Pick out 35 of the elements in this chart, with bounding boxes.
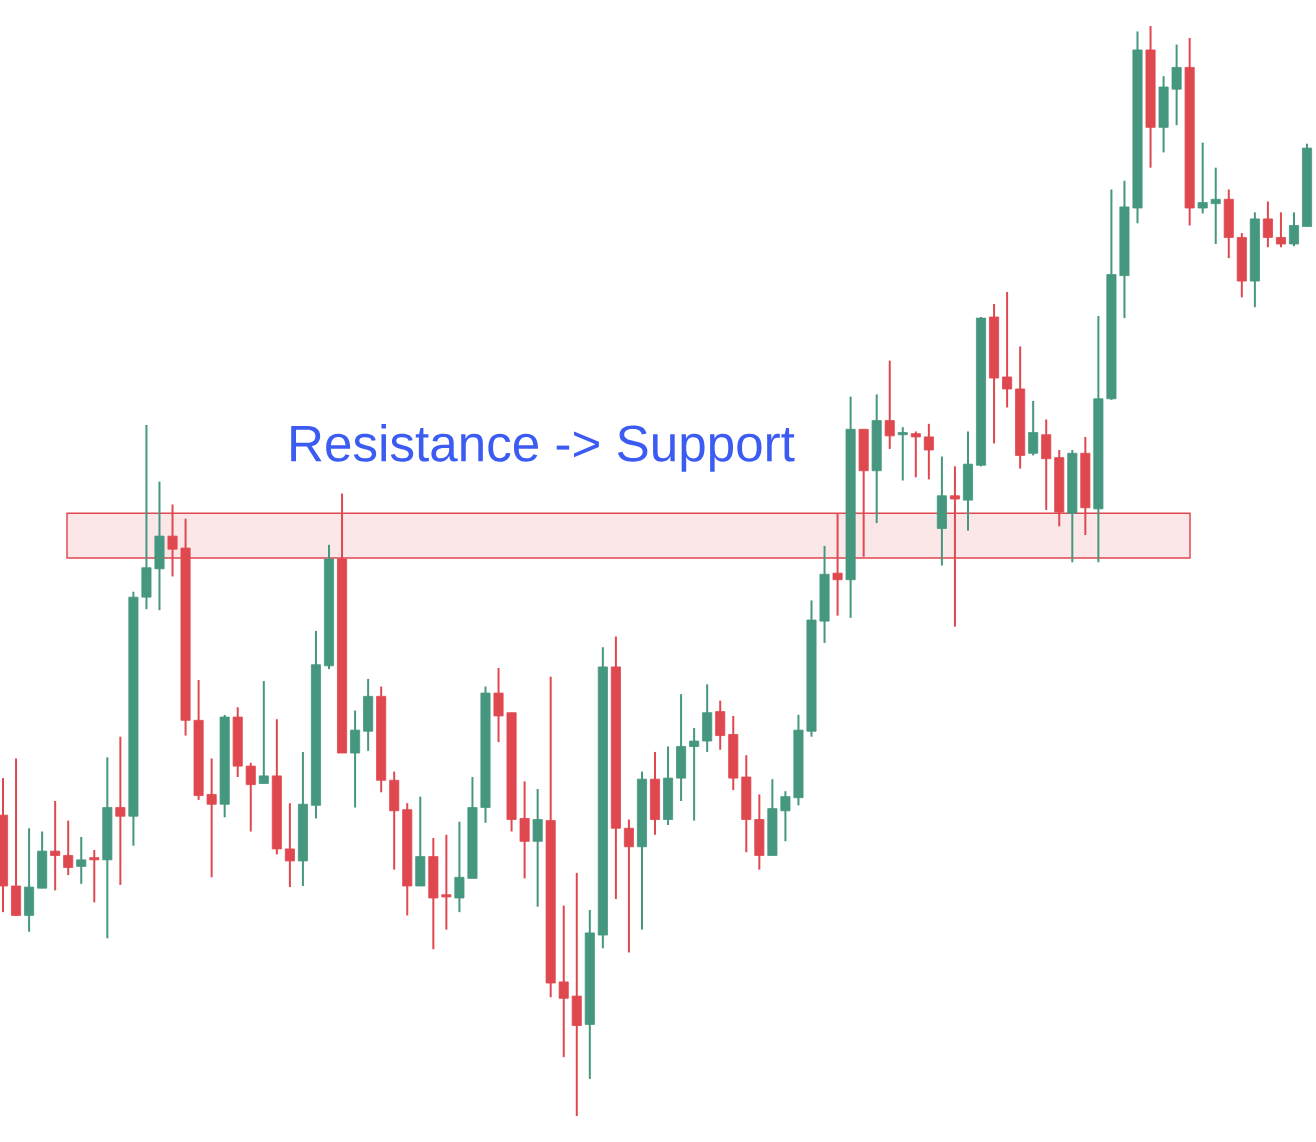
candlestick xyxy=(558,904,569,1059)
candlestick xyxy=(115,735,126,886)
candlestick xyxy=(350,709,361,809)
candlestick xyxy=(76,835,87,885)
candlestick xyxy=(1262,200,1273,249)
candlestick xyxy=(519,780,530,880)
candlestick xyxy=(284,802,295,889)
candlestick xyxy=(780,790,791,843)
candlestick xyxy=(1288,211,1299,248)
candlestick xyxy=(897,426,908,482)
candlestick xyxy=(50,799,61,892)
candlestick xyxy=(206,757,217,879)
band-label: Resistance -> Support xyxy=(291,424,795,472)
candlestick xyxy=(454,820,465,914)
candlestick xyxy=(89,849,100,904)
candlestick xyxy=(923,422,934,481)
candlestick xyxy=(689,726,700,822)
candlestick xyxy=(63,819,74,877)
candlestick xyxy=(884,359,895,450)
candlestick xyxy=(1028,399,1039,457)
candlestick xyxy=(493,667,504,744)
candlestick xyxy=(441,833,452,931)
candlestick xyxy=(1210,166,1221,245)
candlestick xyxy=(1275,211,1286,249)
candlestick xyxy=(1197,141,1208,215)
candlestick xyxy=(1041,418,1052,511)
candlestick xyxy=(910,430,921,479)
candlestick xyxy=(245,761,256,833)
candlestick xyxy=(571,871,582,1117)
candlestick xyxy=(715,699,726,751)
candlestick xyxy=(258,680,269,785)
candlestick xyxy=(532,787,543,908)
candlestick xyxy=(1171,43,1182,127)
candlestick xyxy=(1002,290,1013,409)
candlestick xyxy=(623,818,634,954)
